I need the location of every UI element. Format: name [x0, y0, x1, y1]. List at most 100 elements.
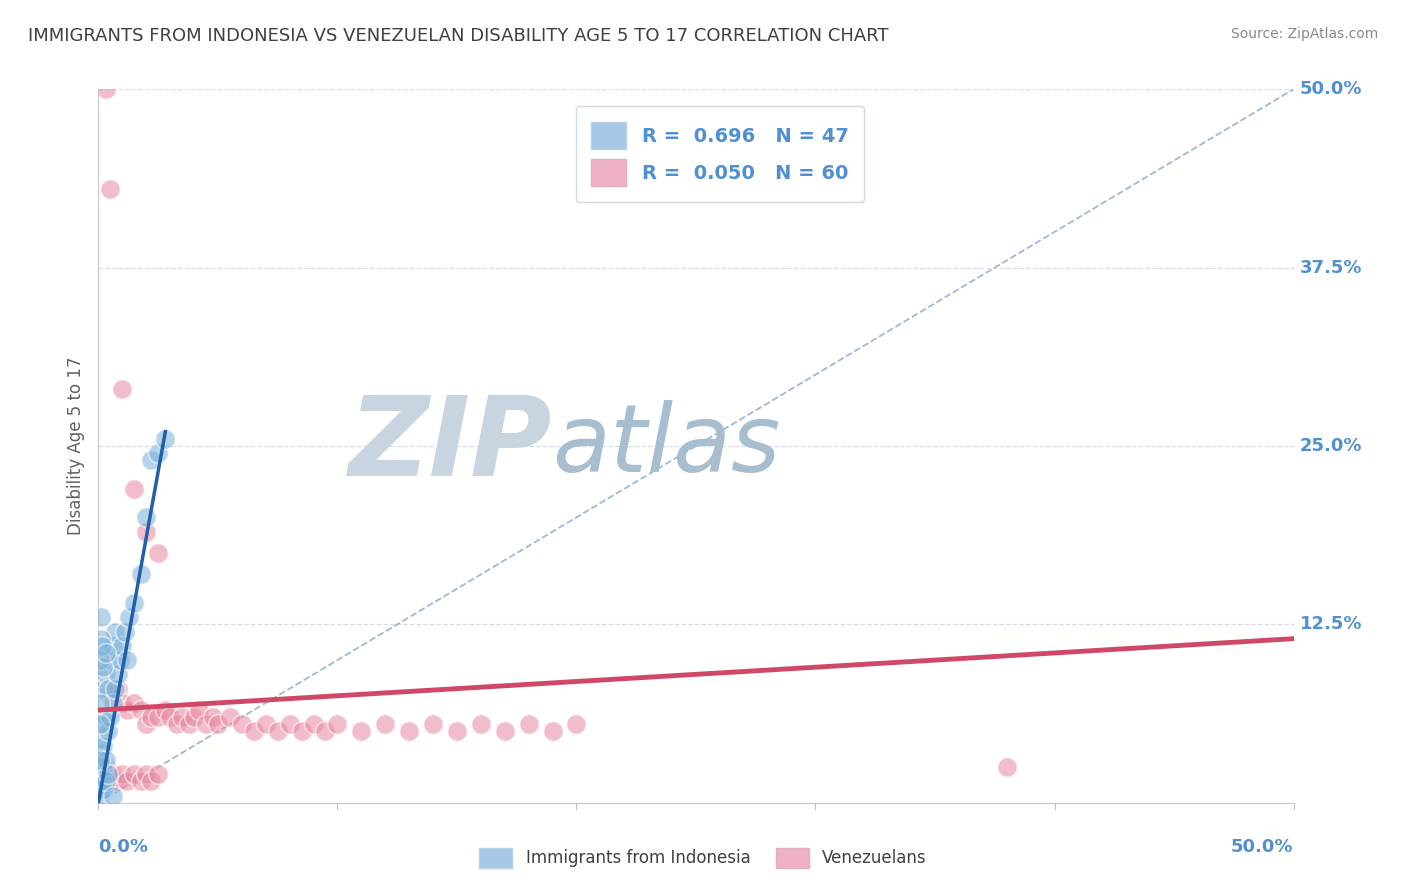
- Point: [124, 696, 146, 710]
- Point: [131, 703, 153, 717]
- Point: [115, 774, 138, 789]
- Point: [231, 717, 253, 731]
- Text: atlas: atlas: [553, 401, 780, 491]
- Point: [254, 717, 277, 731]
- Text: 25.0%: 25.0%: [1299, 437, 1362, 455]
- Point: [104, 681, 127, 696]
- Point: [90, 746, 112, 760]
- Point: [91, 639, 114, 653]
- Point: [155, 703, 177, 717]
- Text: 50.0%: 50.0%: [1232, 838, 1294, 856]
- Point: [107, 681, 129, 696]
- Point: [124, 596, 146, 610]
- Y-axis label: Disability Age 5 to 17: Disability Age 5 to 17: [66, 357, 84, 535]
- Point: [202, 710, 225, 724]
- Text: 37.5%: 37.5%: [1299, 259, 1362, 277]
- Point: [89, 753, 111, 767]
- Point: [118, 610, 141, 624]
- Point: [111, 382, 134, 396]
- Point: [98, 710, 122, 724]
- Point: [995, 760, 1018, 774]
- Point: [291, 724, 314, 739]
- Point: [155, 432, 177, 446]
- Point: [139, 774, 162, 789]
- Text: Source: ZipAtlas.com: Source: ZipAtlas.com: [1230, 27, 1378, 41]
- Point: [104, 624, 127, 639]
- Point: [94, 753, 117, 767]
- Point: [94, 82, 117, 96]
- Point: [374, 717, 396, 731]
- Point: [135, 717, 157, 731]
- Point: [172, 710, 194, 724]
- Text: 0.0%: 0.0%: [98, 838, 149, 856]
- Point: [111, 639, 134, 653]
- Point: [97, 681, 120, 696]
- Point: [91, 774, 114, 789]
- Point: [179, 717, 201, 731]
- Point: [101, 696, 124, 710]
- Point: [135, 767, 157, 781]
- Point: [97, 767, 120, 781]
- Point: [148, 446, 170, 460]
- Point: [517, 717, 540, 731]
- Point: [422, 717, 444, 731]
- Point: [219, 710, 242, 724]
- Point: [98, 774, 122, 789]
- Point: [187, 703, 209, 717]
- Point: [101, 767, 124, 781]
- Point: [159, 710, 181, 724]
- Text: ZIP: ZIP: [349, 392, 553, 500]
- Point: [350, 724, 373, 739]
- Point: [91, 767, 114, 781]
- Point: [90, 784, 112, 798]
- Point: [107, 774, 129, 789]
- Point: [278, 717, 301, 731]
- Point: [91, 781, 114, 796]
- Point: [243, 724, 266, 739]
- Point: [91, 774, 114, 789]
- Point: [183, 710, 205, 724]
- Point: [541, 724, 564, 739]
- Point: [108, 653, 131, 667]
- Point: [90, 610, 112, 624]
- Point: [89, 653, 111, 667]
- Point: [90, 767, 112, 781]
- Point: [135, 510, 157, 524]
- Point: [114, 624, 136, 639]
- Point: [115, 653, 138, 667]
- Point: [89, 789, 111, 803]
- Point: [91, 681, 114, 696]
- Point: [97, 767, 120, 781]
- Point: [326, 717, 349, 731]
- Point: [470, 717, 492, 731]
- Point: [139, 710, 162, 724]
- Point: [267, 724, 290, 739]
- Point: [98, 653, 122, 667]
- Point: [148, 767, 170, 781]
- Point: [148, 546, 170, 560]
- Point: [446, 724, 468, 739]
- Point: [115, 703, 138, 717]
- Point: [91, 660, 114, 674]
- Text: IMMIGRANTS FROM INDONESIA VS VENEZUELAN DISABILITY AGE 5 TO 17 CORRELATION CHART: IMMIGRANTS FROM INDONESIA VS VENEZUELAN …: [28, 27, 889, 45]
- Point: [302, 717, 325, 731]
- Point: [207, 717, 229, 731]
- Point: [98, 689, 122, 703]
- Point: [98, 182, 122, 196]
- Point: [94, 774, 117, 789]
- Point: [148, 710, 170, 724]
- Point: [101, 639, 124, 653]
- Point: [89, 696, 111, 710]
- Point: [90, 731, 112, 746]
- Text: 50.0%: 50.0%: [1299, 80, 1362, 98]
- Point: [94, 710, 117, 724]
- Point: [91, 760, 114, 774]
- Text: 12.5%: 12.5%: [1299, 615, 1362, 633]
- Point: [111, 767, 134, 781]
- Point: [89, 717, 111, 731]
- Point: [101, 789, 124, 803]
- Point: [494, 724, 516, 739]
- Point: [94, 646, 117, 660]
- Point: [94, 760, 117, 774]
- Point: [107, 667, 129, 681]
